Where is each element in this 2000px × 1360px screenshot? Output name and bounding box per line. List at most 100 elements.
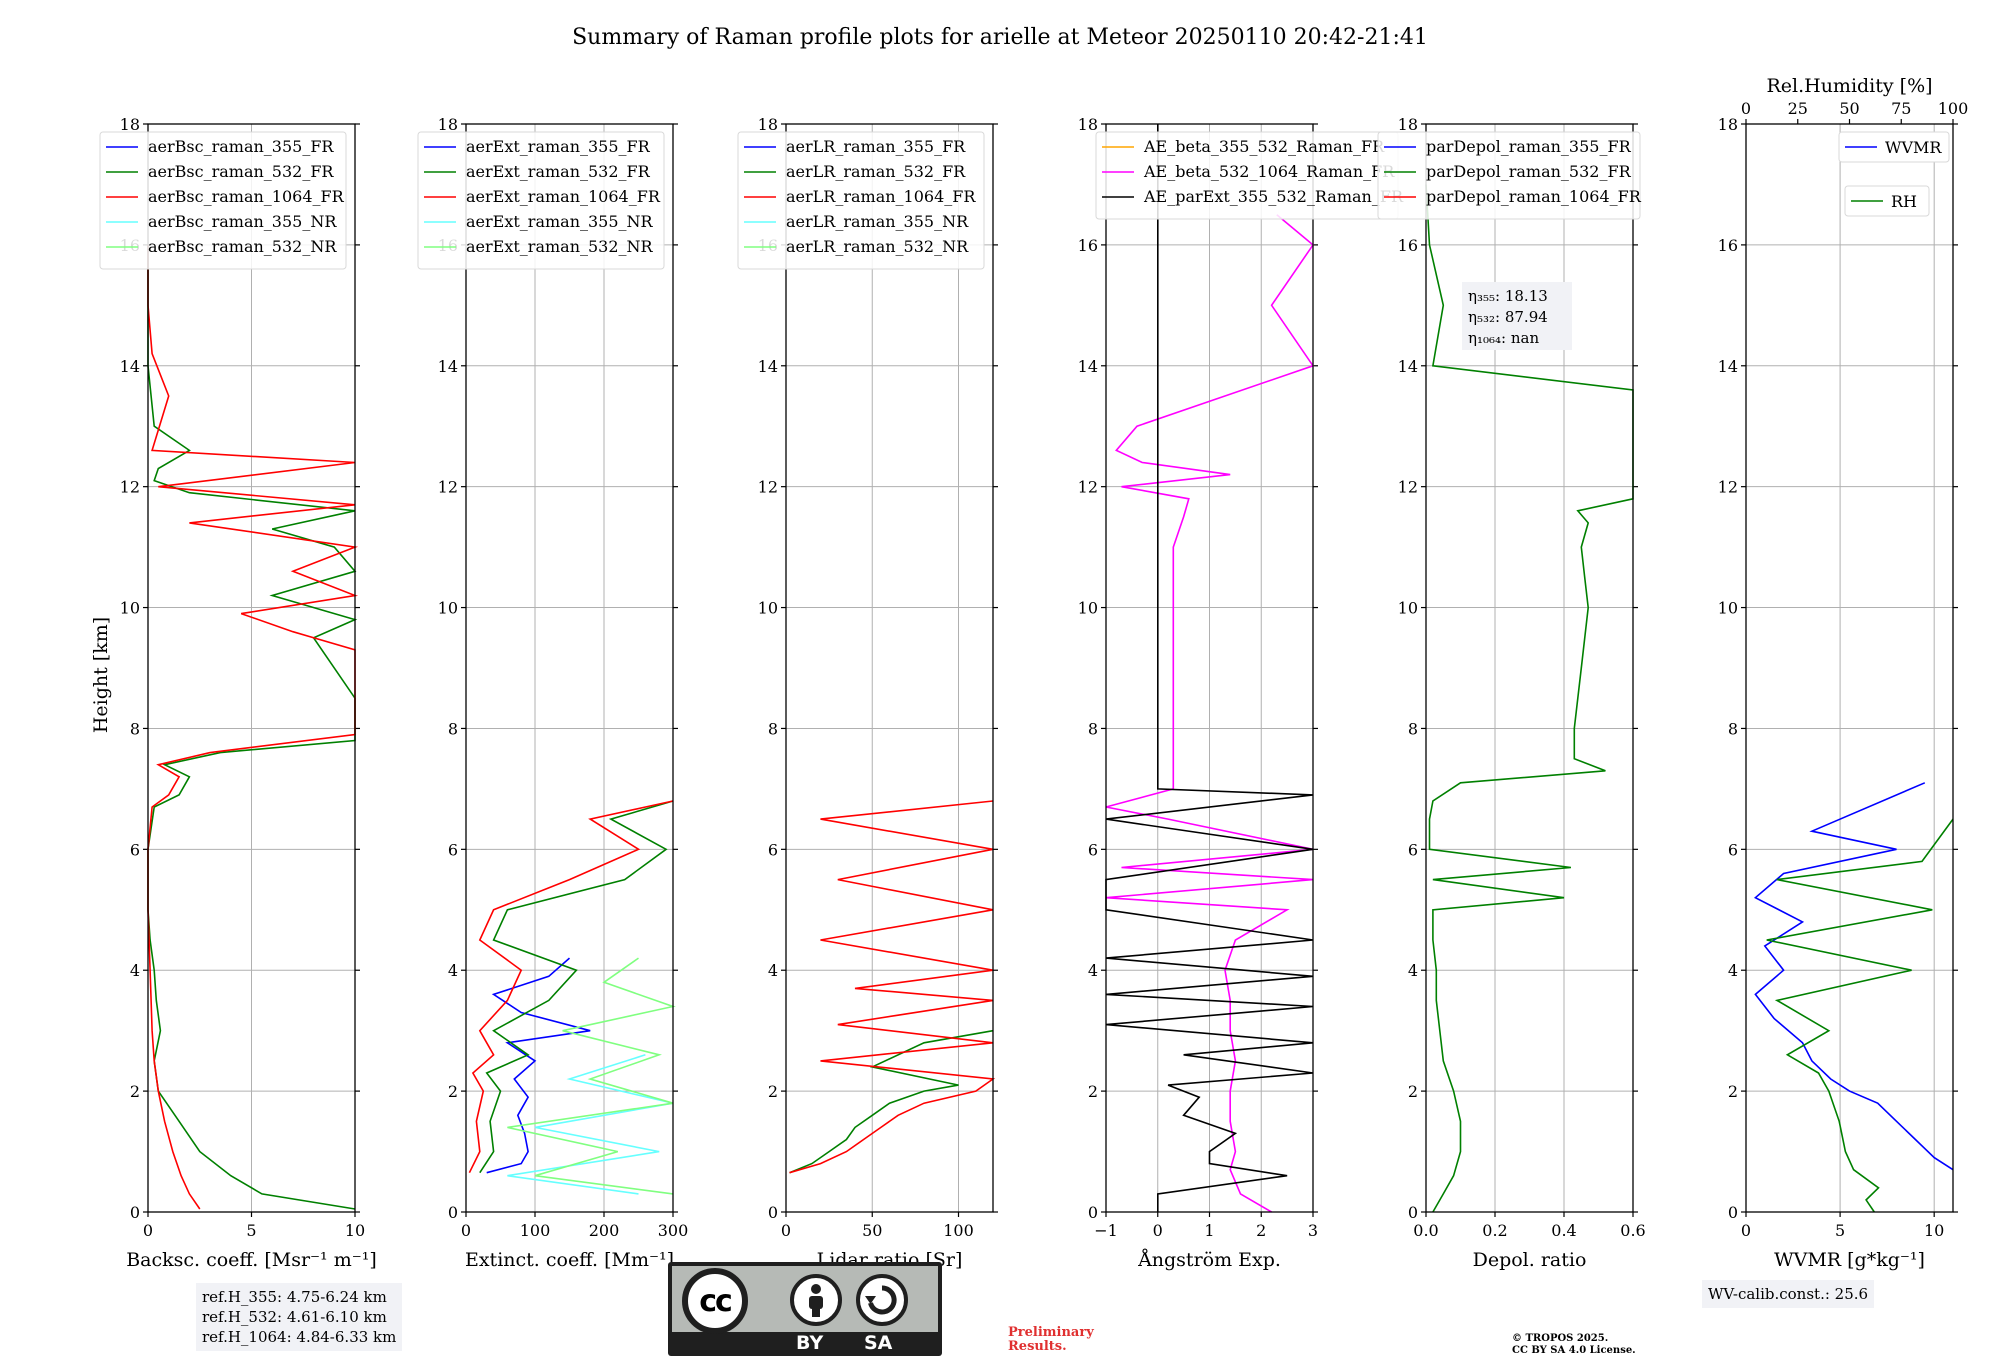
annotation-line: η₅₃₂: 87.94 <box>1468 308 1548 326</box>
y-tick-label: 16 <box>1398 236 1418 255</box>
x-tick-label: 300 <box>658 1221 689 1240</box>
x-tick-label: 3 <box>1308 1221 1318 1240</box>
y-tick-label: 18 <box>120 115 140 134</box>
plot-frame <box>785 123 994 1213</box>
ref-height-355: ref.H_355: 4.75-6.24 km <box>202 1288 387 1306</box>
y-tick-label: 12 <box>1398 478 1418 497</box>
y-tick-label: 2 <box>1728 1082 1738 1101</box>
legend-entry: parDepol_raman_532_FR <box>1426 162 1632 181</box>
y-tick-label: 16 <box>1718 236 1738 255</box>
x-tick-label: 5 <box>1835 1221 1845 1240</box>
preliminary-line-1: Preliminary <box>1008 1325 1094 1340</box>
legend-entry: AE_beta_532_1064_Raman_FR <box>1143 162 1395 181</box>
license-by-text: BY <box>796 1332 824 1354</box>
x-tick-label: 0 <box>461 1221 471 1240</box>
legend-entry: parDepol_raman_355_FR <box>1426 137 1632 156</box>
x-tick-label: 0.0 <box>1413 1221 1438 1240</box>
series-line-1 <box>1753 782 1954 1171</box>
legend-entry: aerExt_raman_532_NR <box>466 237 654 256</box>
legend-box <box>99 131 347 270</box>
preliminary-line-2: Results. <box>1008 1339 1067 1354</box>
x-axis-label: Extinct. coeff. [Mm⁻¹] <box>465 1249 674 1271</box>
y-tick-label: 18 <box>1398 115 1418 134</box>
x-tick-label: 10 <box>345 1221 365 1240</box>
x-tick-label: 2 <box>1256 1221 1266 1240</box>
y-tick-label: 12 <box>120 478 140 497</box>
y-tick-label: 8 <box>1728 719 1738 738</box>
y-tick-label: 8 <box>768 719 778 738</box>
plot-frame <box>1105 123 1314 1213</box>
legend-entry: aerLR_raman_1064_FR <box>786 187 976 206</box>
x-tick-label: 0.4 <box>1551 1221 1576 1240</box>
cc-icon: cc <box>682 1268 748 1334</box>
x-tick-label: 0.6 <box>1620 1221 1645 1240</box>
wv-calibration-box: WV-calib.const.: 25.6 <box>1702 1280 1875 1308</box>
legend-box <box>737 131 985 270</box>
series-line-2 <box>1766 818 1954 1213</box>
y-tick-label: 0 <box>130 1203 140 1222</box>
y-tick-label: 4 <box>448 961 458 980</box>
y-tick-label: 0 <box>768 1203 778 1222</box>
y-tick-label: 18 <box>1718 115 1738 134</box>
y-tick-label: 2 <box>448 1082 458 1101</box>
x2-tick-label: 50 <box>1839 99 1859 118</box>
annotation-box <box>1462 282 1572 350</box>
y-tick-label: 14 <box>1718 357 1738 376</box>
y-tick-label: 8 <box>448 719 458 738</box>
legend-box <box>1844 185 1930 217</box>
x-tick-label: 1 <box>1204 1221 1214 1240</box>
x-axis-label: Backsc. coeff. [Msr⁻¹ m⁻¹] <box>126 1249 377 1271</box>
x-axis-label: WVMR [g*kg⁻¹] <box>1774 1249 1925 1271</box>
panel-1: 0246810121416180510Backsc. coeff. [Msr⁻¹… <box>99 115 377 1271</box>
legend-entry: aerBsc_raman_355_NR <box>148 212 337 231</box>
y-tick-label: 10 <box>120 599 140 618</box>
y-tick-label: 10 <box>758 599 778 618</box>
y-tick-label: 6 <box>1408 840 1418 859</box>
x-tick-label: −1 <box>1094 1221 1118 1240</box>
y-tick-label: 6 <box>130 840 140 859</box>
series-line-2 <box>789 1029 994 1174</box>
y-tick-label: 6 <box>448 840 458 859</box>
series-line-1 <box>486 957 591 1174</box>
figure-title: Summary of Raman profile plots for ariel… <box>572 25 1428 50</box>
x-tick-label: 0 <box>1741 1221 1751 1240</box>
y-tick-label: 2 <box>130 1082 140 1101</box>
legend-entry: AE_beta_355_532_Raman_FR <box>1143 137 1385 156</box>
y-tick-label: 2 <box>1088 1082 1098 1101</box>
plot-frame <box>1745 123 1954 1213</box>
plot-frame <box>147 123 356 1213</box>
panel-2: 0246810121416180100200300Extinct. coeff.… <box>417 115 689 1271</box>
y-tick-label: 12 <box>1718 478 1738 497</box>
legend-entry: aerLR_raman_532_NR <box>786 237 969 256</box>
series-line-2 <box>479 800 674 1174</box>
y-tick-label: 6 <box>1728 840 1738 859</box>
x2-tick-label: 75 <box>1891 99 1911 118</box>
x-tick-label: 0 <box>1153 1221 1163 1240</box>
y-tick-label: 4 <box>768 961 778 980</box>
license-sa-text: SA <box>864 1332 893 1354</box>
y-tick-label: 12 <box>758 478 778 497</box>
x-tick-label: 100 <box>520 1221 551 1240</box>
y-tick-label: 0 <box>1728 1203 1738 1222</box>
y-tick-label: 14 <box>1398 357 1418 376</box>
x2-tick-label: 25 <box>1788 99 1808 118</box>
y-tick-label: 8 <box>1408 719 1418 738</box>
legend-entry: aerLR_raman_355_FR <box>786 137 966 156</box>
y-tick-label: 14 <box>438 357 458 376</box>
legend-entry: aerExt_raman_355_FR <box>466 137 651 156</box>
copyright-line-1: © TROPOS 2025. <box>1512 1333 1609 1344</box>
x-tick-label: 0.2 <box>1482 1221 1507 1240</box>
x-tick-label: 50 <box>862 1221 882 1240</box>
wv-calibration-constant: WV-calib.const.: 25.6 <box>1708 1285 1869 1303</box>
legend-entry: aerLR_raman_532_FR <box>786 162 966 181</box>
y-tick-label: 0 <box>1408 1203 1418 1222</box>
y-tick-label: 2 <box>1408 1082 1418 1101</box>
x-tick-label: 0 <box>781 1221 791 1240</box>
ref-height-1064: ref.H_1064: 4.84-6.33 km <box>202 1328 397 1346</box>
legend-box <box>1838 131 1950 163</box>
x2-tick-label: 100 <box>1938 99 1969 118</box>
legend-entry: aerLR_raman_355_NR <box>786 212 969 231</box>
